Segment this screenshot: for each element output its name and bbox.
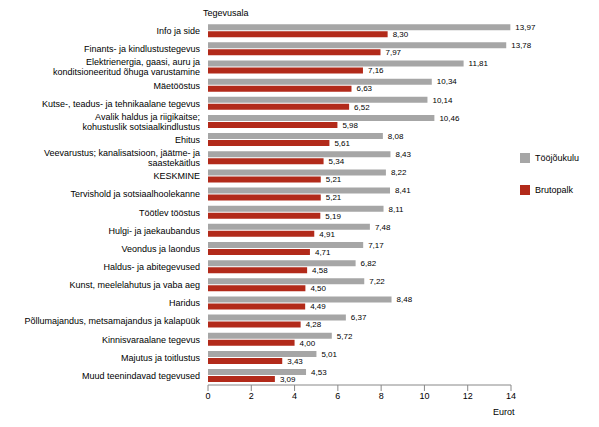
svg-text:Kunst, meelelahutus ja vaba ae: Kunst, meelelahutus ja vaba aeg	[69, 280, 200, 290]
svg-text:6: 6	[335, 391, 340, 401]
svg-text:7,48: 7,48	[375, 223, 391, 232]
svg-text:Majutus ja toitlustus: Majutus ja toitlustus	[121, 353, 201, 363]
svg-text:8: 8	[379, 391, 384, 401]
svg-text:KESKMINE: KESKMINE	[153, 171, 200, 181]
svg-text:6,37: 6,37	[351, 313, 367, 322]
svg-text:8,43: 8,43	[395, 150, 411, 159]
svg-text:4: 4	[292, 391, 297, 401]
svg-text:Muud teenindavad tegevused: Muud teenindavad tegevused	[82, 371, 200, 381]
svg-text:2: 2	[249, 391, 254, 401]
svg-text:Mäetööstus: Mäetööstus	[153, 81, 200, 91]
svg-text:6,82: 6,82	[361, 259, 377, 268]
svg-text:Hulgi- ja jaekaubandus: Hulgi- ja jaekaubandus	[108, 226, 200, 236]
svg-text:Info ja side: Info ja side	[156, 26, 200, 36]
html-text:Tööjõukulu: Tööjõukulu	[535, 153, 579, 163]
svg-text:Tervishold ja sotsiaalhoolekan: Tervishold ja sotsiaalhoolekanne	[70, 189, 200, 199]
svg-text:6,52: 6,52	[354, 103, 370, 112]
svg-text:Veevarustus; kanalisatsioon, j: Veevarustus; kanalisatsioon, jäätme- jas…	[44, 148, 201, 168]
svg-text:Ehitus: Ehitus	[175, 135, 201, 145]
svg-text:5,01: 5,01	[321, 350, 337, 359]
svg-text:Töötlev tööstus: Töötlev tööstus	[139, 208, 201, 218]
svg-text:4,91: 4,91	[319, 230, 335, 239]
svg-text:5,19: 5,19	[325, 212, 341, 221]
svg-text:0: 0	[205, 391, 210, 401]
svg-text:Kutse-, teadus- ja tehnikaalan: Kutse-, teadus- ja tehnikaalane tegevus	[42, 99, 201, 109]
svg-text:Veondus ja laondus: Veondus ja laondus	[121, 244, 200, 254]
svg-text:8,11: 8,11	[389, 205, 405, 214]
svg-text:3,43: 3,43	[287, 357, 303, 366]
svg-text:10,14: 10,14	[432, 96, 453, 105]
svg-text:10,46: 10,46	[439, 114, 460, 123]
svg-text:10,34: 10,34	[437, 77, 458, 86]
svg-text:4,28: 4,28	[306, 320, 322, 329]
svg-text:Haridus: Haridus	[169, 298, 201, 308]
html-text:Eurot: Eurot	[493, 407, 515, 417]
svg-text:6,63: 6,63	[356, 84, 372, 93]
html-text:Tegevusala: Tegevusala	[203, 8, 249, 18]
svg-text:10: 10	[419, 391, 429, 401]
svg-text:4,00: 4,00	[300, 339, 316, 348]
svg-text:8,22: 8,22	[391, 168, 407, 177]
svg-text:8,48: 8,48	[397, 295, 413, 304]
svg-text:7,97: 7,97	[385, 48, 401, 57]
svg-text:13,78: 13,78	[511, 41, 532, 50]
svg-text:7,17: 7,17	[368, 241, 384, 250]
svg-text:Elektrienergia, gaasi, auru ja: Elektrienergia, gaasi, auru jakonditsion…	[53, 57, 200, 77]
svg-text:4,71: 4,71	[315, 248, 331, 257]
svg-text:12: 12	[463, 391, 473, 401]
svg-text:8,08: 8,08	[388, 132, 404, 141]
svg-text:7,22: 7,22	[369, 277, 385, 286]
svg-text:Haldus- ja abitegevused: Haldus- ja abitegevused	[103, 262, 200, 272]
svg-text:Finants- ja kindlustustegevus: Finants- ja kindlustustegevus	[84, 44, 201, 54]
svg-text:Kinnisvaraalane tegevus: Kinnisvaraalane tegevus	[102, 335, 201, 345]
svg-text:7,16: 7,16	[368, 66, 384, 75]
svg-text:4,53: 4,53	[311, 368, 327, 377]
svg-text:14: 14	[506, 391, 516, 401]
svg-text:5,61: 5,61	[334, 139, 350, 148]
svg-text:4,58: 4,58	[312, 266, 328, 275]
svg-text:13,97: 13,97	[515, 23, 536, 32]
svg-text:8,41: 8,41	[395, 186, 411, 195]
svg-text:4,50: 4,50	[310, 284, 326, 293]
svg-text:Avalik haldus ja riigikaitse;k: Avalik haldus ja riigikaitse;kohustuslik…	[82, 112, 200, 132]
html-text:Brutopalk: Brutopalk	[535, 185, 573, 195]
svg-text:5,34: 5,34	[329, 157, 345, 166]
svg-text:5,72: 5,72	[337, 332, 353, 341]
svg-text:3,09: 3,09	[280, 375, 296, 384]
svg-text:Põllumajandus, metsamajandus j: Põllumajandus, metsamajandus ja kalapüük	[24, 316, 200, 326]
svg-text:5,21: 5,21	[326, 175, 342, 184]
svg-text:5,21: 5,21	[326, 193, 342, 202]
svg-text:4,49: 4,49	[310, 302, 326, 311]
svg-text:5,98: 5,98	[342, 121, 358, 130]
svg-text:8,30: 8,30	[393, 30, 409, 39]
svg-text:11,81: 11,81	[469, 59, 489, 68]
